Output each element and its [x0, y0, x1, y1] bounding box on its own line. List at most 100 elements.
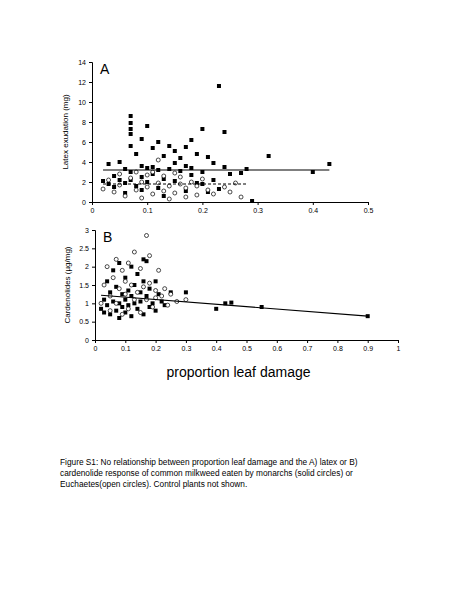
x-tick-label: 0.3	[182, 345, 192, 352]
point	[141, 279, 145, 283]
y-tick: 0	[85, 337, 95, 344]
x-tick-mark	[156, 340, 157, 343]
point	[173, 191, 177, 195]
point	[112, 190, 116, 194]
point	[162, 154, 166, 158]
point	[184, 195, 188, 199]
point	[123, 279, 127, 283]
point	[129, 170, 133, 174]
y-tick-label: 0	[82, 199, 86, 206]
x-tick-mark	[337, 340, 338, 343]
x-tick-label: 0.5	[364, 207, 374, 214]
x-tick-label: 0.4	[212, 345, 222, 352]
y-tick-mark	[89, 142, 92, 143]
point	[239, 171, 243, 175]
point	[173, 179, 177, 183]
point	[173, 171, 177, 175]
point	[138, 311, 142, 315]
x-tick-mark	[258, 202, 259, 205]
caption-line: Figure S1: No relationship between propo…	[60, 457, 358, 467]
point	[114, 309, 118, 313]
point	[195, 184, 199, 188]
point	[101, 179, 105, 183]
x-tick: 0.3	[182, 340, 192, 352]
y-tick: 0	[82, 199, 92, 206]
point	[167, 144, 171, 148]
point	[200, 177, 204, 181]
point	[156, 158, 160, 162]
y-tick-label: 2.5	[79, 245, 89, 252]
point	[120, 268, 124, 272]
x-tick: 0.2	[198, 202, 208, 214]
point	[112, 174, 116, 178]
point	[129, 127, 133, 131]
x-tick-label: 0.3	[253, 207, 263, 214]
fit-line	[103, 183, 247, 184]
caption: Figure S1: No relationship between propo…	[60, 457, 358, 489]
x-tick: 0.8	[333, 340, 343, 352]
y-tick-mark	[89, 62, 92, 63]
point	[173, 149, 177, 153]
point	[211, 178, 215, 182]
point	[129, 114, 133, 118]
point	[151, 192, 155, 196]
point	[134, 170, 138, 174]
y-tick-label: 12	[78, 79, 86, 86]
point	[145, 185, 149, 189]
x-tick: 0.4	[212, 340, 222, 352]
caption-line: cardenolide response of common milkweed …	[60, 468, 353, 478]
x-tick-label: 0.8	[333, 345, 343, 352]
caption-line: Euchaetes(open circles). Control plants …	[60, 479, 247, 489]
point	[156, 140, 160, 144]
x-tick: 0.6	[272, 340, 282, 352]
y-tick-mark	[92, 303, 95, 304]
y-tick-mark	[89, 82, 92, 83]
point	[126, 307, 130, 311]
point	[129, 176, 133, 180]
point	[129, 283, 133, 287]
point	[117, 287, 121, 291]
point	[184, 186, 188, 190]
plot-area	[99, 234, 370, 321]
point	[138, 300, 142, 304]
point	[206, 188, 210, 192]
x-tick-mark	[368, 340, 369, 343]
point	[99, 307, 103, 311]
point	[134, 184, 138, 188]
x-tick-mark	[247, 340, 248, 343]
x-tick: 0.5	[242, 340, 252, 352]
point	[123, 194, 127, 198]
y-tick: 14	[78, 59, 92, 66]
point	[145, 124, 149, 128]
point	[239, 195, 243, 199]
point	[107, 162, 111, 166]
x-tick-label: 0.2	[151, 345, 161, 352]
y-tick: 0.5	[79, 318, 95, 325]
point	[105, 303, 109, 307]
x-axis: 00.10.20.30.40.50.60.70.80.91	[94, 340, 401, 352]
x-axis-line	[96, 341, 399, 344]
x-tick-label: 0	[91, 207, 95, 214]
point	[126, 289, 130, 293]
y-axis-title: Latex exudation (mg)	[61, 94, 70, 169]
point	[267, 154, 271, 158]
point	[200, 170, 204, 174]
point	[169, 292, 173, 296]
point	[154, 279, 158, 283]
point	[118, 178, 122, 182]
point	[120, 312, 124, 316]
point	[138, 267, 142, 271]
point	[151, 170, 155, 174]
point	[162, 174, 166, 178]
point	[112, 185, 116, 189]
panel: 00.10.20.30.40.502468101214ALatex exudat…	[61, 59, 373, 214]
y-tick-label: 3	[85, 227, 89, 234]
point	[154, 309, 158, 313]
x-tick: 0.2	[151, 340, 161, 352]
x-tick-mark	[125, 340, 126, 343]
point	[250, 199, 254, 203]
point	[211, 161, 215, 165]
y-tick-mark	[89, 122, 92, 123]
point	[148, 254, 152, 258]
point	[228, 172, 232, 176]
